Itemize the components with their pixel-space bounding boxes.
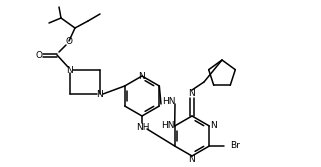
Text: N: N [210, 122, 217, 130]
Text: O: O [36, 50, 42, 59]
Text: N: N [67, 65, 74, 74]
Text: N: N [97, 90, 103, 99]
Text: N: N [189, 155, 195, 164]
Text: NH: NH [136, 123, 150, 131]
Text: HN: HN [161, 122, 174, 130]
Text: N: N [139, 71, 145, 80]
Text: N: N [189, 89, 195, 98]
Text: Br: Br [230, 141, 240, 150]
Text: HN: HN [162, 97, 176, 106]
Text: O: O [65, 37, 73, 45]
